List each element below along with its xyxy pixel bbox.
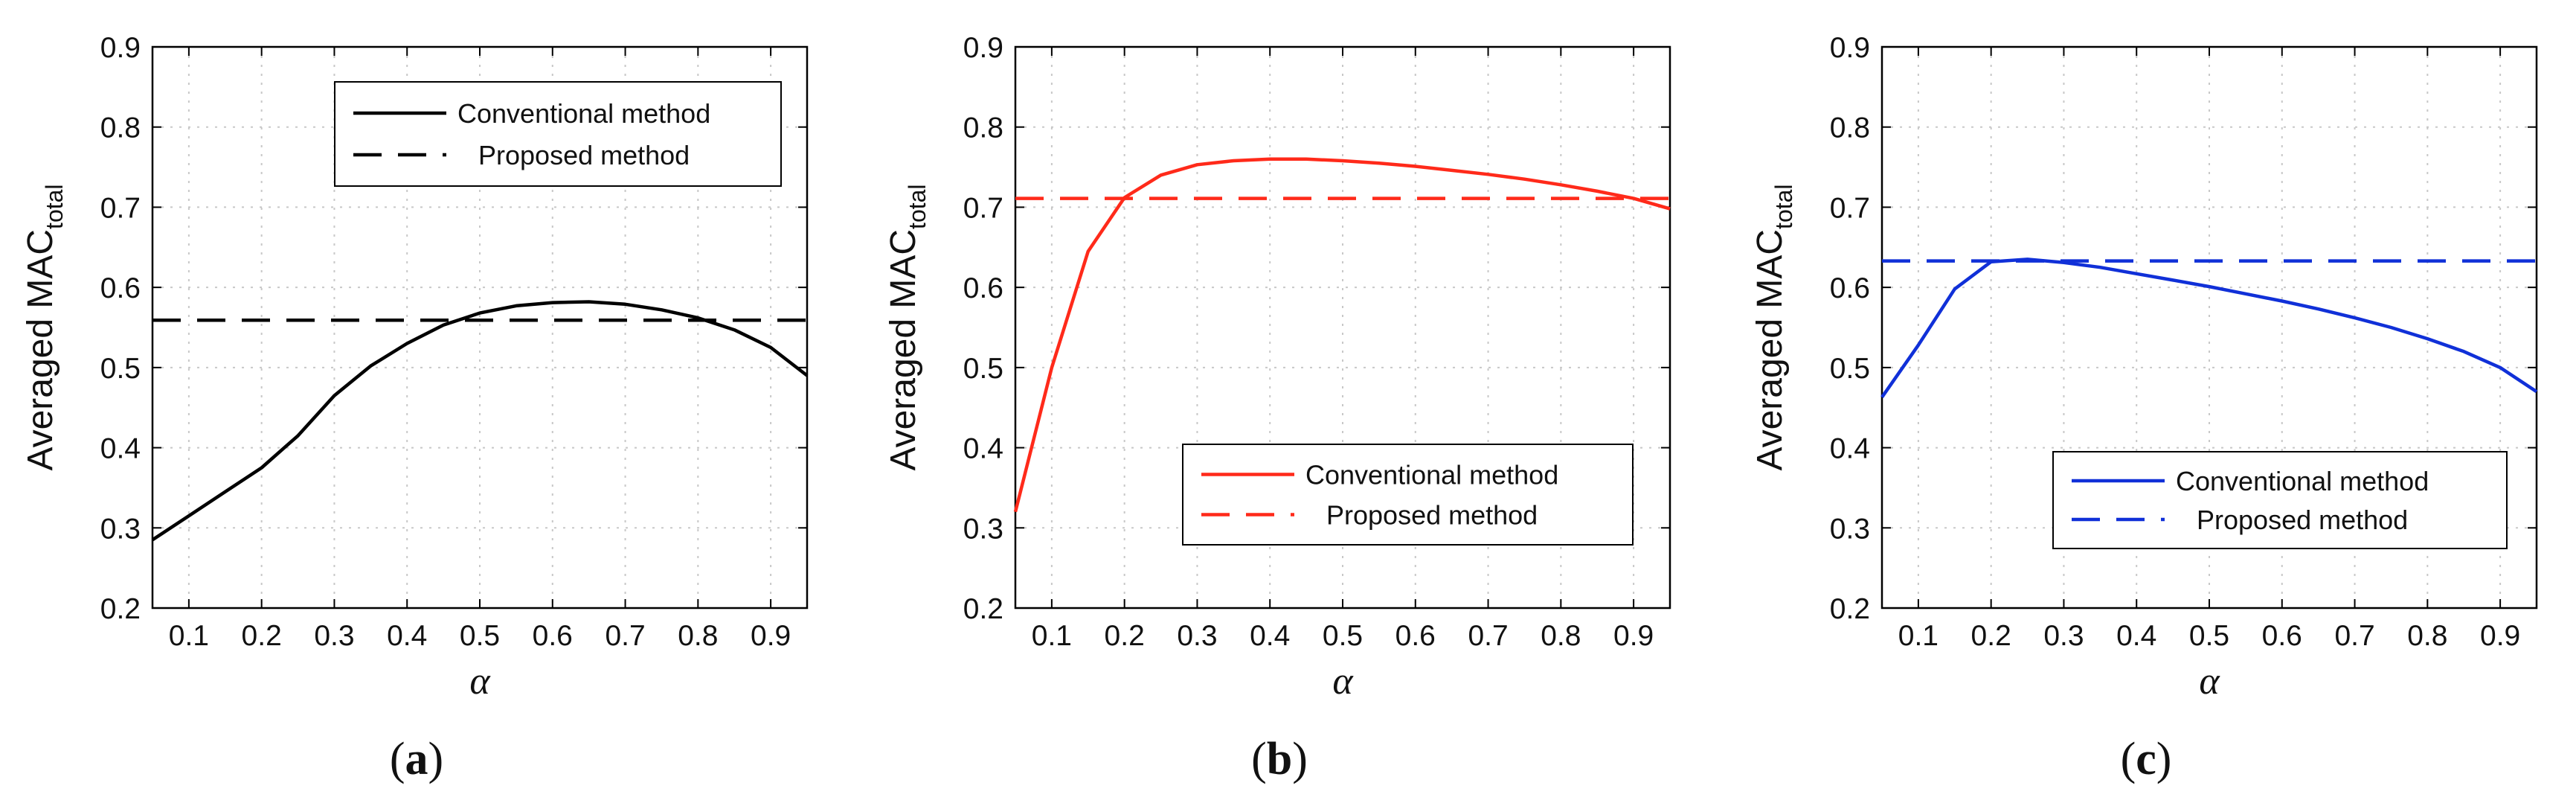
x-tick-label: 0.9: [2480, 620, 2520, 652]
caption-close-paren: ): [428, 734, 444, 784]
x-tick-label: 0.8: [2407, 620, 2447, 652]
legend-label: Proposed method: [478, 140, 690, 170]
x-tick-label: 0.9: [1613, 620, 1654, 652]
x-tick-label: 0.2: [1105, 620, 1145, 652]
legend: Conventional method Proposed method: [334, 81, 782, 187]
x-tick-label: 0.7: [605, 620, 645, 652]
x-tick-label: 0.9: [751, 620, 791, 652]
caption-open-paren: (: [1251, 734, 1267, 784]
x-tick-label: 0.5: [460, 620, 500, 652]
x-tick-label: 0.8: [1541, 620, 1581, 652]
x-tick-label: 0.2: [242, 620, 282, 652]
y-tick-label: 0.9: [100, 32, 141, 64]
legend-label: Proposed method: [1326, 500, 1538, 531]
y-tick-label: 0.8: [1830, 112, 1870, 144]
y-axis-label-main: Averaged MAC: [21, 229, 60, 471]
caption-close-paren: ): [2156, 734, 2172, 784]
y-axis-label-main: Averaged MAC: [884, 229, 923, 471]
caption-open-paren: (: [2121, 734, 2136, 784]
y-tick-label: 0.2: [100, 593, 141, 625]
y-tick-label: 0.5: [963, 353, 1003, 385]
y-tick-label: 0.3: [100, 513, 141, 545]
x-tick-label: 0.4: [387, 620, 427, 652]
legend-box: [2052, 451, 2508, 549]
x-tick-label: 0.6: [533, 620, 573, 652]
y-tick-label: 0.9: [963, 32, 1003, 64]
x-tick-label: 0.7: [1468, 620, 1508, 652]
plot-frame: [1014, 45, 1671, 610]
y-axis-label: Averaged MACtotal: [21, 184, 68, 470]
x-tick-label: 0.3: [2043, 620, 2084, 652]
y-tick-label: 0.4: [1830, 433, 1870, 465]
y-tick-label: 0.2: [963, 593, 1003, 625]
chart-panel-c: 0.1 0.2 0.3 0.4 0.5 0.6 0.7 0.8 0.9 0.2 0.3 0.4 0.5 0…: [1750, 32, 2538, 784]
x-tick-label: 0.6: [1395, 620, 1436, 652]
y-tick-label: 0.5: [1830, 353, 1870, 385]
y-tick-label: 0.6: [963, 272, 1003, 304]
caption-letter: c: [2136, 734, 2156, 784]
y-tick-label: 0.8: [100, 112, 141, 144]
caption-letter: a: [405, 734, 428, 784]
x-axis-label: α: [469, 660, 491, 703]
legend-label: Proposed method: [2197, 505, 2408, 535]
y-tick-label: 0.6: [100, 272, 141, 304]
x-tick-label: 0.8: [678, 620, 718, 652]
panel-caption: (a): [390, 734, 443, 784]
x-tick-label: 0.1: [1898, 620, 1939, 652]
panel-caption: (b): [1251, 734, 1308, 784]
x-tick-label: 0.4: [1250, 620, 1290, 652]
x-axis-label: α: [1332, 660, 1354, 703]
x-tick-label: 0.5: [2189, 620, 2229, 652]
y-tick-label: 0.3: [963, 513, 1003, 545]
y-tick-label: 0.6: [1830, 272, 1870, 304]
x-tick-label: 0.1: [169, 620, 209, 652]
legend-box: [334, 81, 782, 187]
y-axis-label: Averaged MACtotal: [884, 184, 931, 470]
y-tick-label: 0.4: [100, 433, 141, 465]
x-tick-label: 0.7: [2334, 620, 2374, 652]
x-axis-label: α: [2199, 660, 2220, 703]
legend: Conventional method Proposed method: [2052, 451, 2508, 549]
y-axis-label-subscript: total: [41, 184, 68, 228]
caption-open-paren: (: [390, 734, 405, 784]
y-tick-label: 0.7: [963, 192, 1003, 224]
y-tick-label: 0.9: [1830, 32, 1870, 64]
x-tick-label: 0.1: [1032, 620, 1072, 652]
y-axis-label-main: Averaged MAC: [1750, 229, 1790, 471]
panel-caption: (c): [2121, 734, 2172, 784]
caption-letter: b: [1267, 734, 1292, 784]
y-tick-label: 0.4: [963, 433, 1003, 465]
y-tick-label: 0.8: [963, 112, 1003, 144]
y-tick-label: 0.7: [1830, 192, 1870, 224]
legend-box: [1182, 444, 1634, 546]
x-tick-label: 0.2: [1971, 620, 2011, 652]
x-tick-label: 0.3: [314, 620, 354, 652]
plot-frame: [1880, 45, 2538, 610]
chart-panel-b: 0.1 0.2 0.3 0.4 0.5 0.6 0.7 0.8 0.9 0.2 0.3 0.4 0.5 0…: [884, 32, 1671, 784]
y-tick-label: 0.2: [1830, 593, 1870, 625]
y-axis-label-subscript: total: [904, 184, 931, 228]
y-tick-label: 0.5: [100, 353, 141, 385]
legend-label: Conventional method: [457, 98, 710, 129]
x-tick-label: 0.4: [2116, 620, 2156, 652]
y-tick-label: 0.3: [1830, 513, 1870, 545]
conventional-method-line: [151, 300, 809, 542]
legend: Conventional method Proposed method: [1182, 444, 1634, 546]
legend-label: Conventional method: [2176, 466, 2429, 496]
chart-panel-a: 0.1 0.2 0.3 0.4 0.5 0.6 0.7 0.8 0.9 0.2 0.3 0.4 0.5 0…: [21, 32, 809, 784]
x-tick-label: 0.6: [2262, 620, 2302, 652]
y-tick-label: 0.7: [100, 192, 141, 224]
plot-frame: [151, 45, 809, 610]
x-tick-label: 0.5: [1323, 620, 1363, 652]
y-axis-label-subscript: total: [1770, 184, 1797, 228]
x-tick-label: 0.3: [1177, 620, 1217, 652]
legend-label: Conventional method: [1305, 460, 1558, 490]
caption-close-paren: ): [1292, 734, 1308, 784]
y-axis-label: Averaged MACtotal: [1750, 184, 1797, 470]
